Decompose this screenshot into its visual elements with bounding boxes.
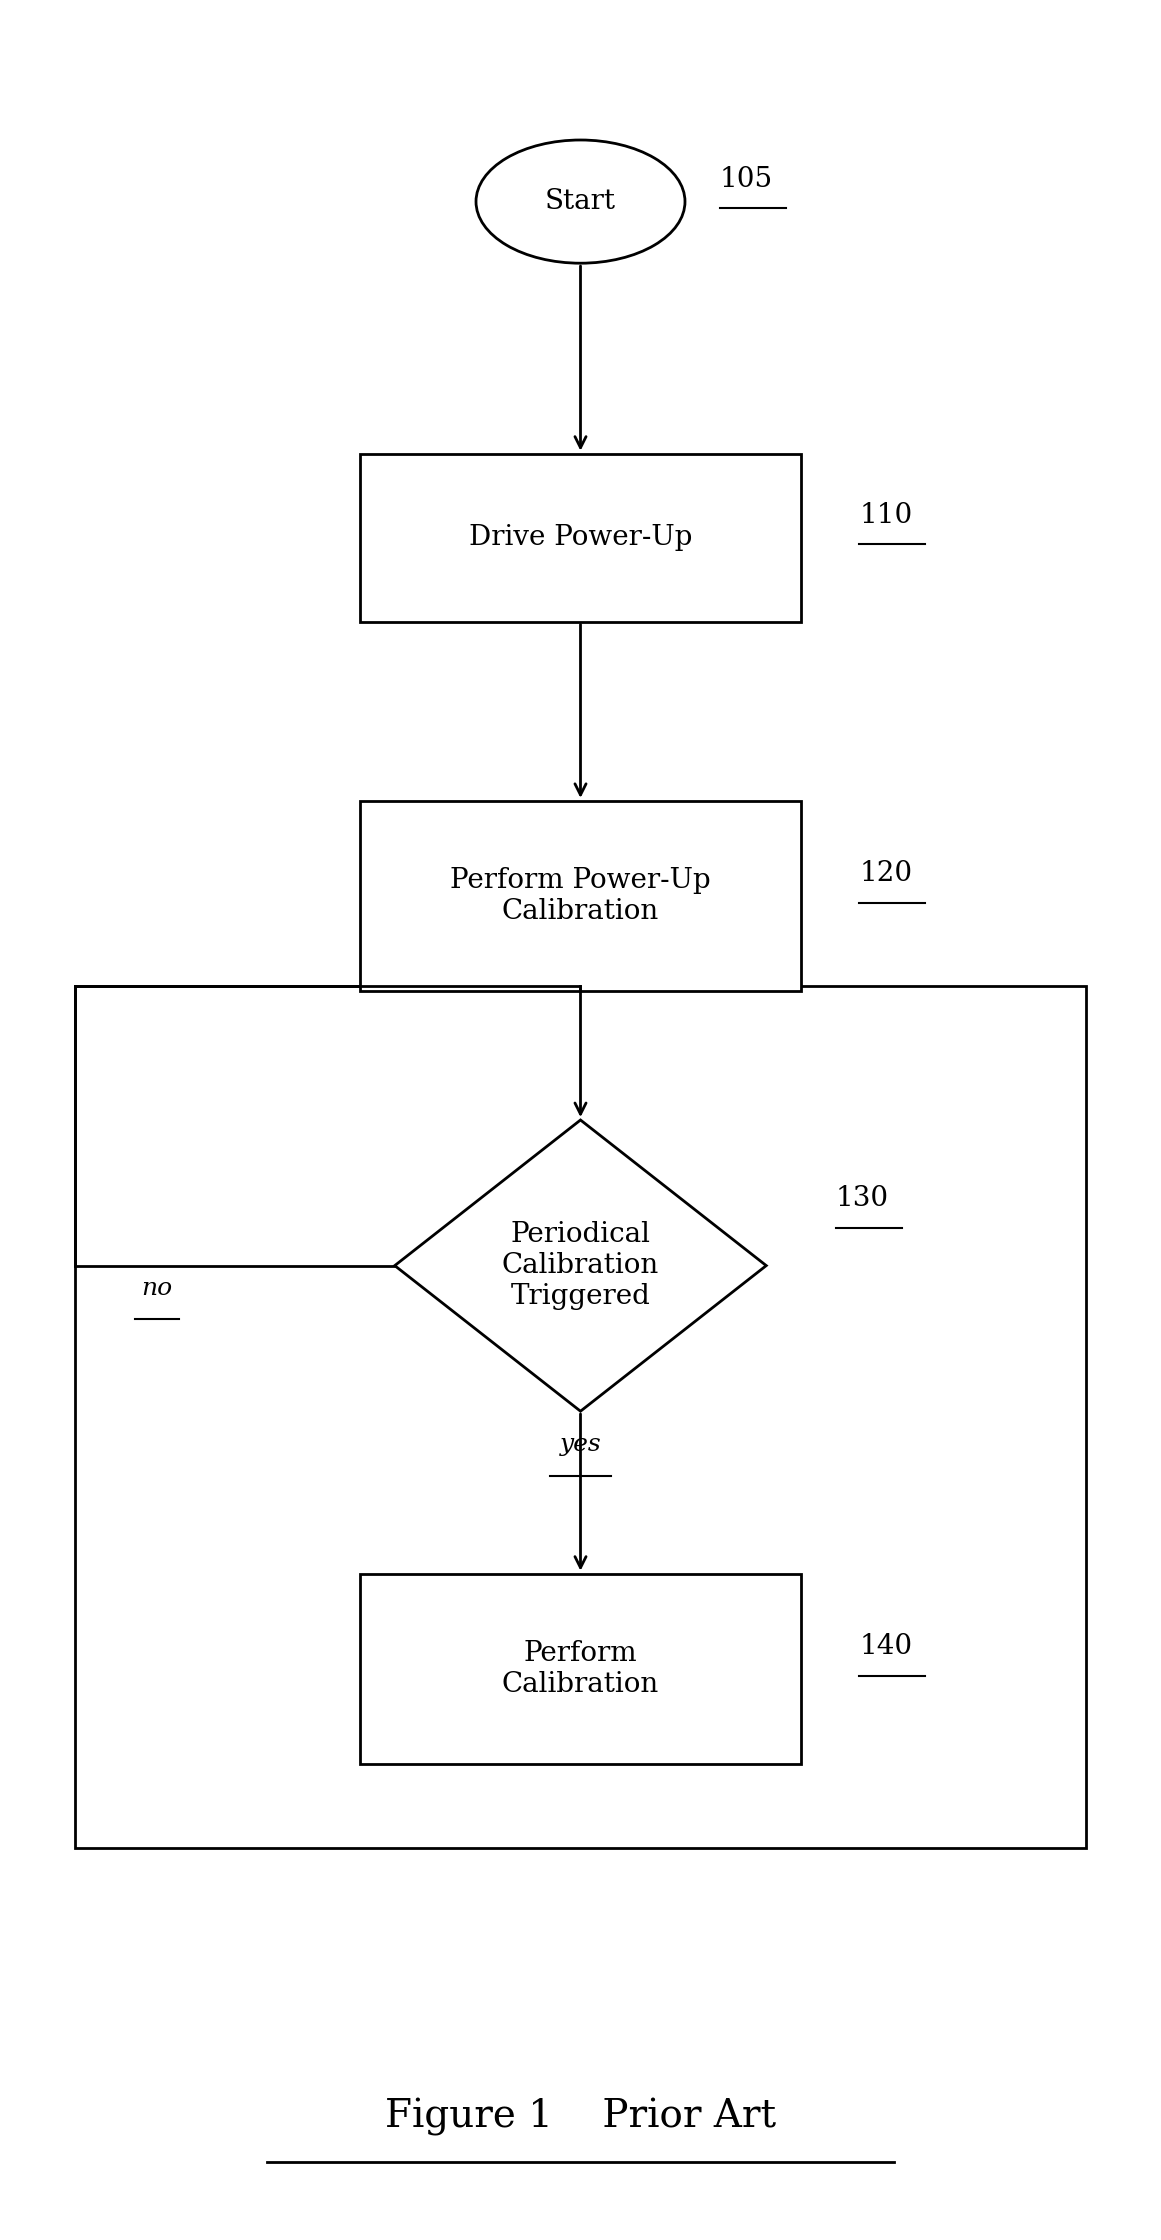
Text: 130: 130 [836, 1185, 889, 1212]
FancyBboxPatch shape [360, 1575, 801, 1765]
FancyBboxPatch shape [360, 802, 801, 992]
Text: 110: 110 [859, 502, 913, 529]
Text: Start: Start [545, 188, 616, 215]
Text: no: no [142, 1277, 172, 1299]
Text: Drive Power-Up: Drive Power-Up [469, 524, 692, 551]
Text: 140: 140 [859, 1633, 913, 1660]
Text: yes: yes [560, 1434, 601, 1456]
Text: Perform
Calibration: Perform Calibration [502, 1640, 659, 1698]
Text: Periodical
Calibration
Triggered: Periodical Calibration Triggered [502, 1221, 659, 1310]
Text: Perform Power-Up
Calibration: Perform Power-Up Calibration [450, 867, 711, 925]
Text: Figure 1    Prior Art: Figure 1 Prior Art [385, 2099, 776, 2135]
Ellipse shape [476, 139, 685, 264]
Text: 105: 105 [720, 166, 773, 193]
FancyBboxPatch shape [360, 455, 801, 623]
Text: 120: 120 [859, 860, 913, 887]
Polygon shape [395, 1120, 766, 1411]
